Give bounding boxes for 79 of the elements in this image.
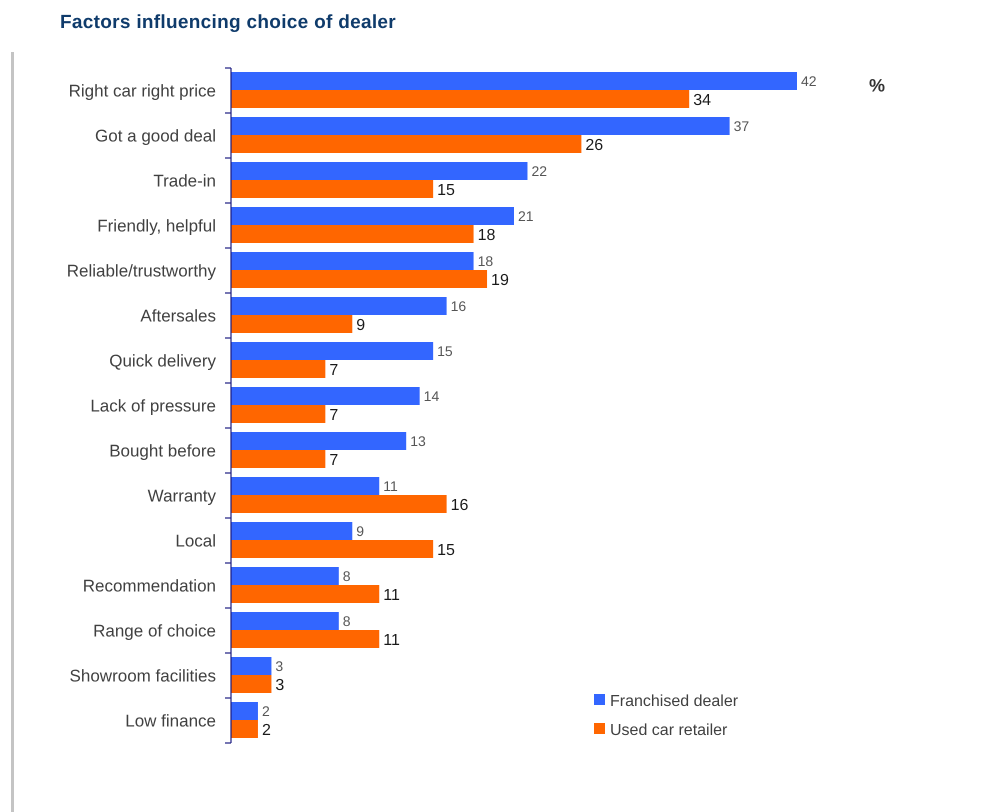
data-label: 8 [342, 568, 351, 584]
bar [231, 405, 326, 423]
data-label: 7 [329, 406, 338, 424]
bar [231, 720, 258, 738]
bar [231, 495, 447, 513]
data-label: 2 [262, 703, 270, 720]
y-tick-label: Trade-in [153, 172, 216, 191]
data-label: 14 [424, 388, 440, 404]
data-label: 37 [734, 118, 750, 134]
bar [231, 450, 326, 468]
y-tick-label: Reliable/trustworthy [66, 262, 216, 281]
data-label: 3 [275, 676, 284, 694]
y-tick-label: Recommendation [82, 576, 216, 596]
data-label: 42 [801, 73, 817, 90]
bar [231, 270, 488, 288]
data-label: 7 [329, 362, 338, 379]
bar [231, 72, 797, 90]
bar [231, 135, 582, 153]
data-label: 13 [410, 433, 426, 450]
data-label: 18 [478, 253, 494, 270]
y-tick-label: Aftersales [140, 306, 216, 326]
bar [231, 387, 420, 405]
bar [231, 342, 434, 360]
data-label: 18 [478, 226, 496, 244]
bar [231, 90, 690, 108]
data-label: 19 [491, 272, 509, 289]
legend-label: Franchised dealer [610, 692, 739, 710]
data-label: 16 [450, 298, 466, 314]
data-label: 21 [518, 208, 534, 224]
y-tick-label: Warranty [148, 486, 216, 506]
bar [231, 252, 474, 270]
bar [231, 477, 380, 495]
data-label: 22 [531, 163, 548, 180]
data-label: 11 [383, 586, 400, 604]
chart-title: Factors influencing choice of dealer [60, 12, 396, 33]
bar [231, 675, 272, 693]
bar [231, 630, 380, 648]
data-label: 9 [356, 523, 364, 540]
data-label: 2 [262, 722, 271, 739]
data-label: 11 [383, 632, 400, 649]
bar [231, 162, 528, 180]
y-tick-label: Showroom facilities [70, 666, 216, 686]
bar [231, 522, 352, 540]
bar [231, 315, 352, 333]
data-label: 34 [693, 92, 712, 109]
bar [231, 360, 326, 378]
x-axis-title: % [868, 75, 886, 96]
data-label: 26 [585, 136, 604, 154]
bar [231, 657, 272, 675]
legend-label: Used car retailer [610, 722, 728, 739]
data-label: 8 [342, 613, 351, 630]
data-label: 15 [437, 542, 456, 559]
data-label: 11 [383, 478, 398, 494]
bar [231, 207, 514, 225]
y-tick-label: Bought before [109, 442, 216, 461]
y-tick-label: Range of choice [93, 622, 216, 641]
bar [231, 612, 339, 630]
data-label: 15 [437, 343, 453, 360]
data-label: 16 [450, 496, 469, 514]
y-tick-label: Lack of pressure [90, 396, 216, 416]
y-tick-label: Friendly, helpful [97, 216, 216, 236]
y-tick-label: Local [175, 532, 216, 551]
bar [231, 297, 447, 315]
data-label: 7 [329, 452, 338, 469]
bar [231, 540, 434, 558]
data-label: 9 [356, 316, 366, 334]
bar [231, 180, 434, 198]
y-tick-label: Quick delivery [109, 352, 216, 371]
bar [231, 117, 730, 135]
bar [231, 225, 474, 243]
data-label: 15 [437, 182, 456, 199]
bar [231, 702, 258, 720]
bar [231, 585, 380, 603]
bar [231, 567, 339, 585]
bar [231, 432, 406, 450]
y-tick-label: Low finance [125, 712, 216, 731]
y-tick-label: Right car right price [68, 82, 216, 101]
y-tick-label: Got a good deal [95, 126, 216, 146]
data-label: 3 [275, 658, 284, 674]
